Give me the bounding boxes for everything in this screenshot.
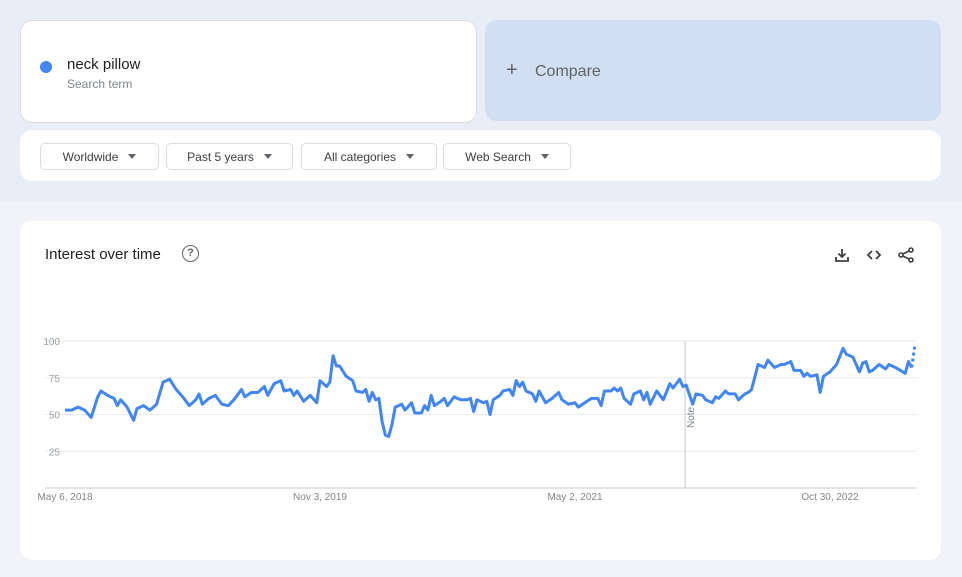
search-term-card[interactable]: neck pillow Search term xyxy=(20,20,477,123)
download-icon[interactable] xyxy=(832,245,852,265)
filter-location-label: Worldwide xyxy=(62,149,119,164)
plus-icon: + xyxy=(506,59,518,81)
x-tick-label: May 6, 2018 xyxy=(37,492,92,503)
compare-button[interactable]: + Compare xyxy=(485,20,941,121)
x-tick-label: May 2, 2021 xyxy=(547,492,602,503)
share-icon[interactable] xyxy=(896,245,916,265)
filter-location[interactable]: Worldwide xyxy=(40,143,159,170)
y-tick-label: 25 xyxy=(49,447,61,458)
caret-down-icon xyxy=(263,154,272,159)
caret-down-icon xyxy=(406,154,415,159)
search-term[interactable]: neck pillow xyxy=(67,56,141,73)
term-color-dot xyxy=(40,61,52,73)
caret-down-icon xyxy=(128,154,137,159)
filter-bar: Worldwide Past 5 years All categories We… xyxy=(20,130,941,181)
interest-over-time-panel: Interest over time ? xyxy=(20,221,941,560)
y-tick-label: 75 xyxy=(49,374,61,385)
y-tick-label: 100 xyxy=(43,337,60,348)
filter-time-label: Past 5 years xyxy=(187,149,254,164)
caret-down-icon xyxy=(540,154,549,159)
series-line xyxy=(65,346,914,439)
note-marker-label: Note xyxy=(686,406,697,428)
panel-title: Interest over time xyxy=(45,246,161,263)
y-tick-label: 50 xyxy=(49,411,61,422)
help-icon[interactable]: ? xyxy=(182,245,199,262)
compare-label: Compare xyxy=(535,63,601,80)
x-tick-label: Oct 30, 2022 xyxy=(801,492,859,503)
x-tick-label: Nov 3, 2019 xyxy=(293,492,347,503)
filter-search-type[interactable]: Web Search xyxy=(443,143,571,170)
filter-search-type-label: Web Search xyxy=(465,149,531,164)
filter-time-range[interactable]: Past 5 years xyxy=(166,143,293,170)
partial-data-segment xyxy=(910,343,917,368)
filter-category-label: All categories xyxy=(323,149,397,164)
embed-code-icon[interactable] xyxy=(864,245,884,265)
filter-category[interactable]: All categories xyxy=(301,143,437,170)
search-term-subtitle: Search term xyxy=(67,77,133,91)
